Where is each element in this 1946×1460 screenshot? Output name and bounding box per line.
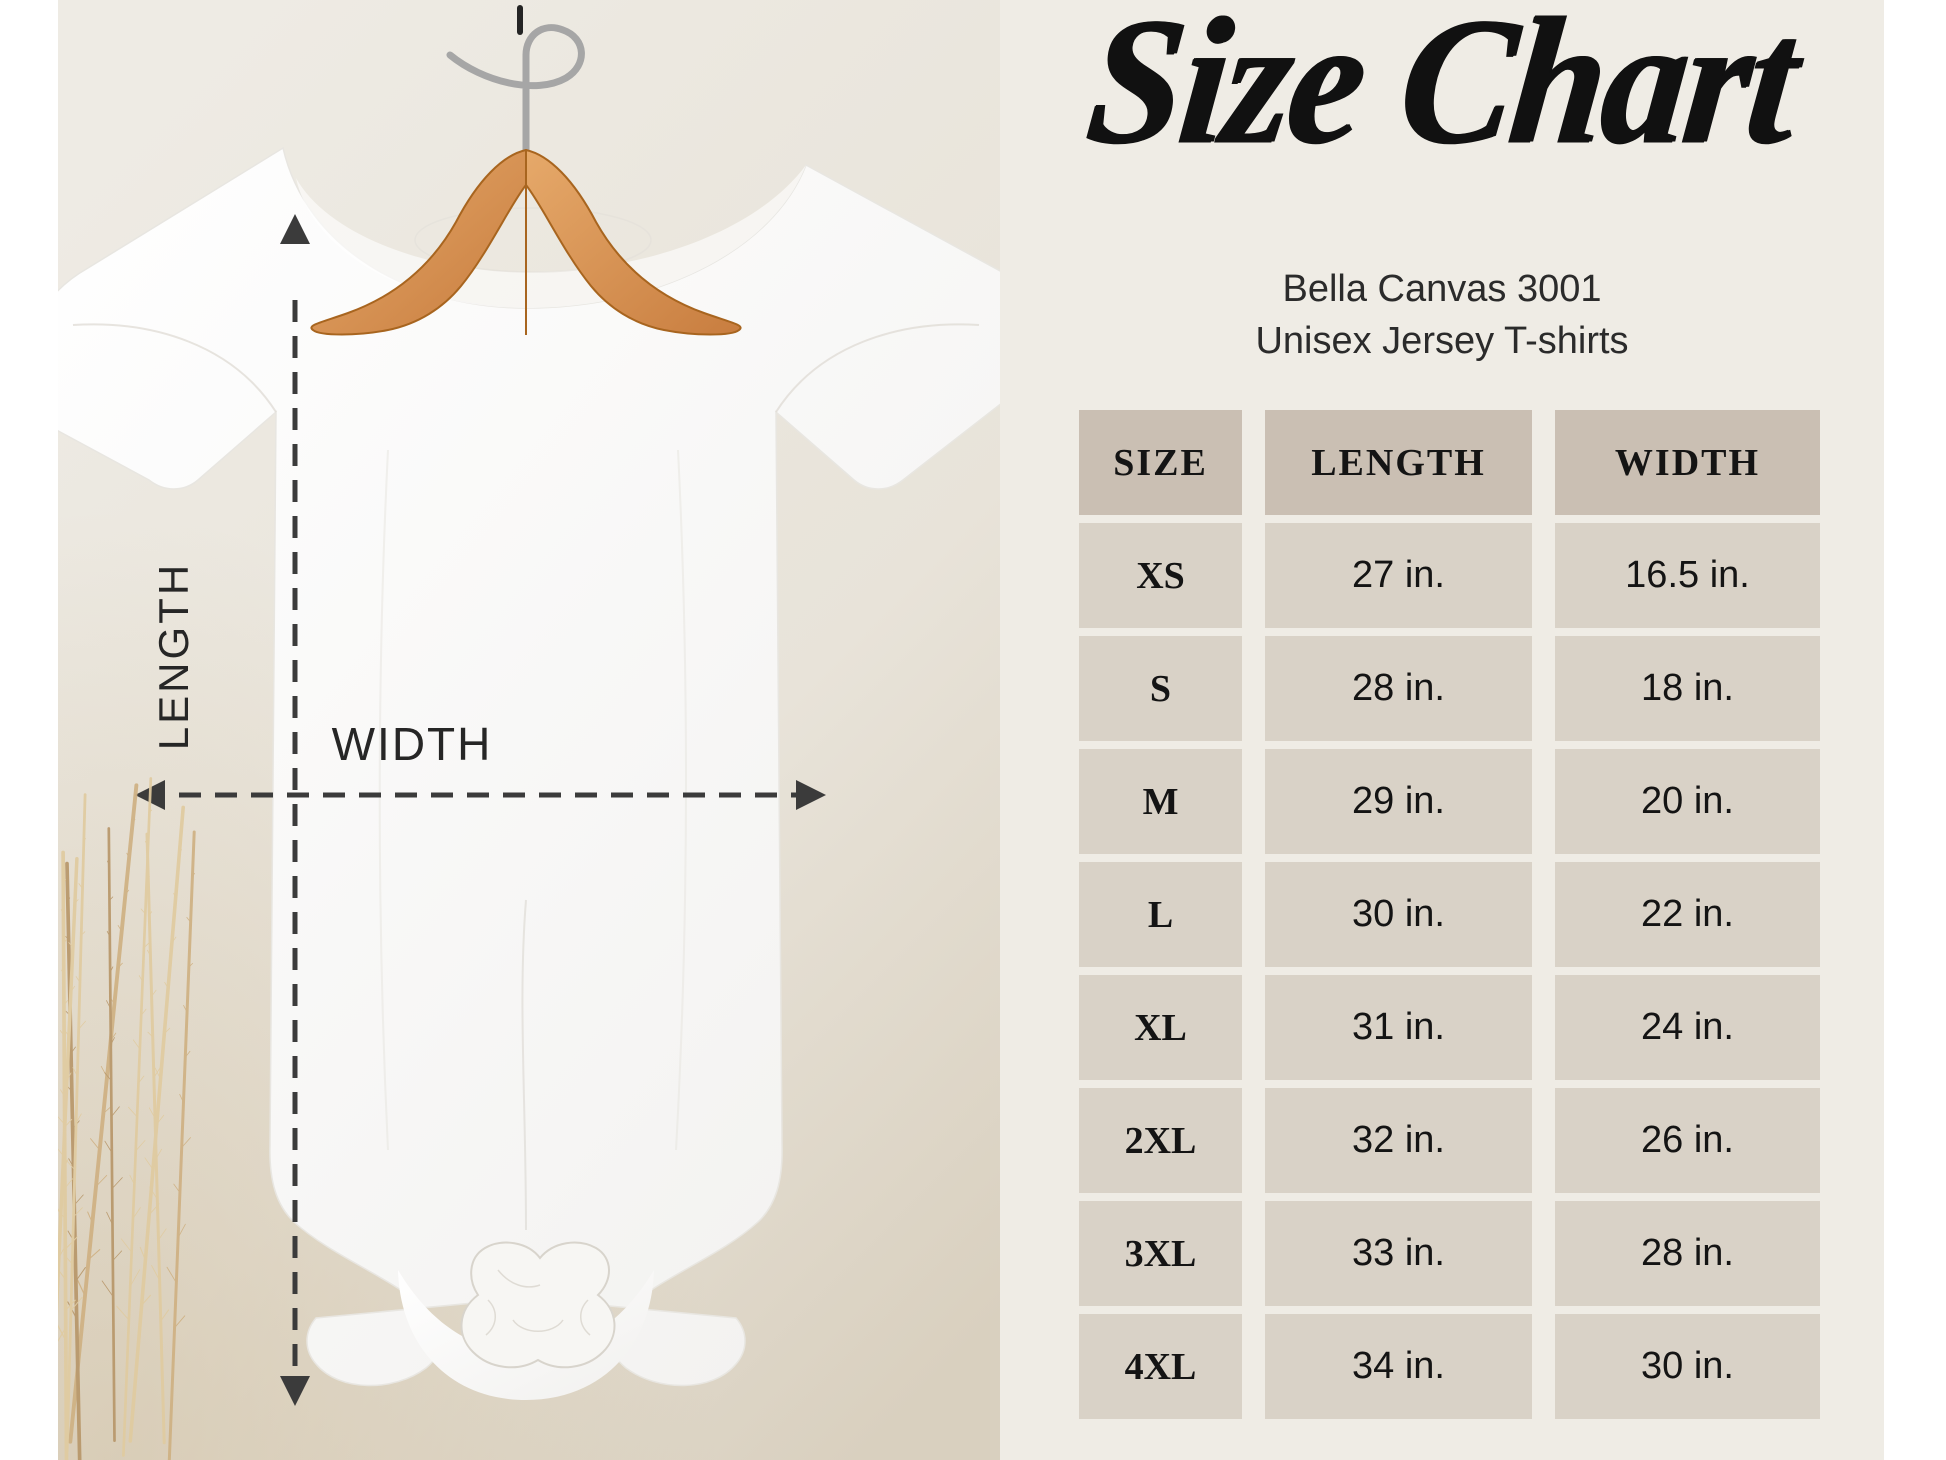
svg-text:LENGTH: LENGTH — [150, 562, 197, 750]
svg-text:WIDTH: WIDTH — [332, 718, 493, 770]
